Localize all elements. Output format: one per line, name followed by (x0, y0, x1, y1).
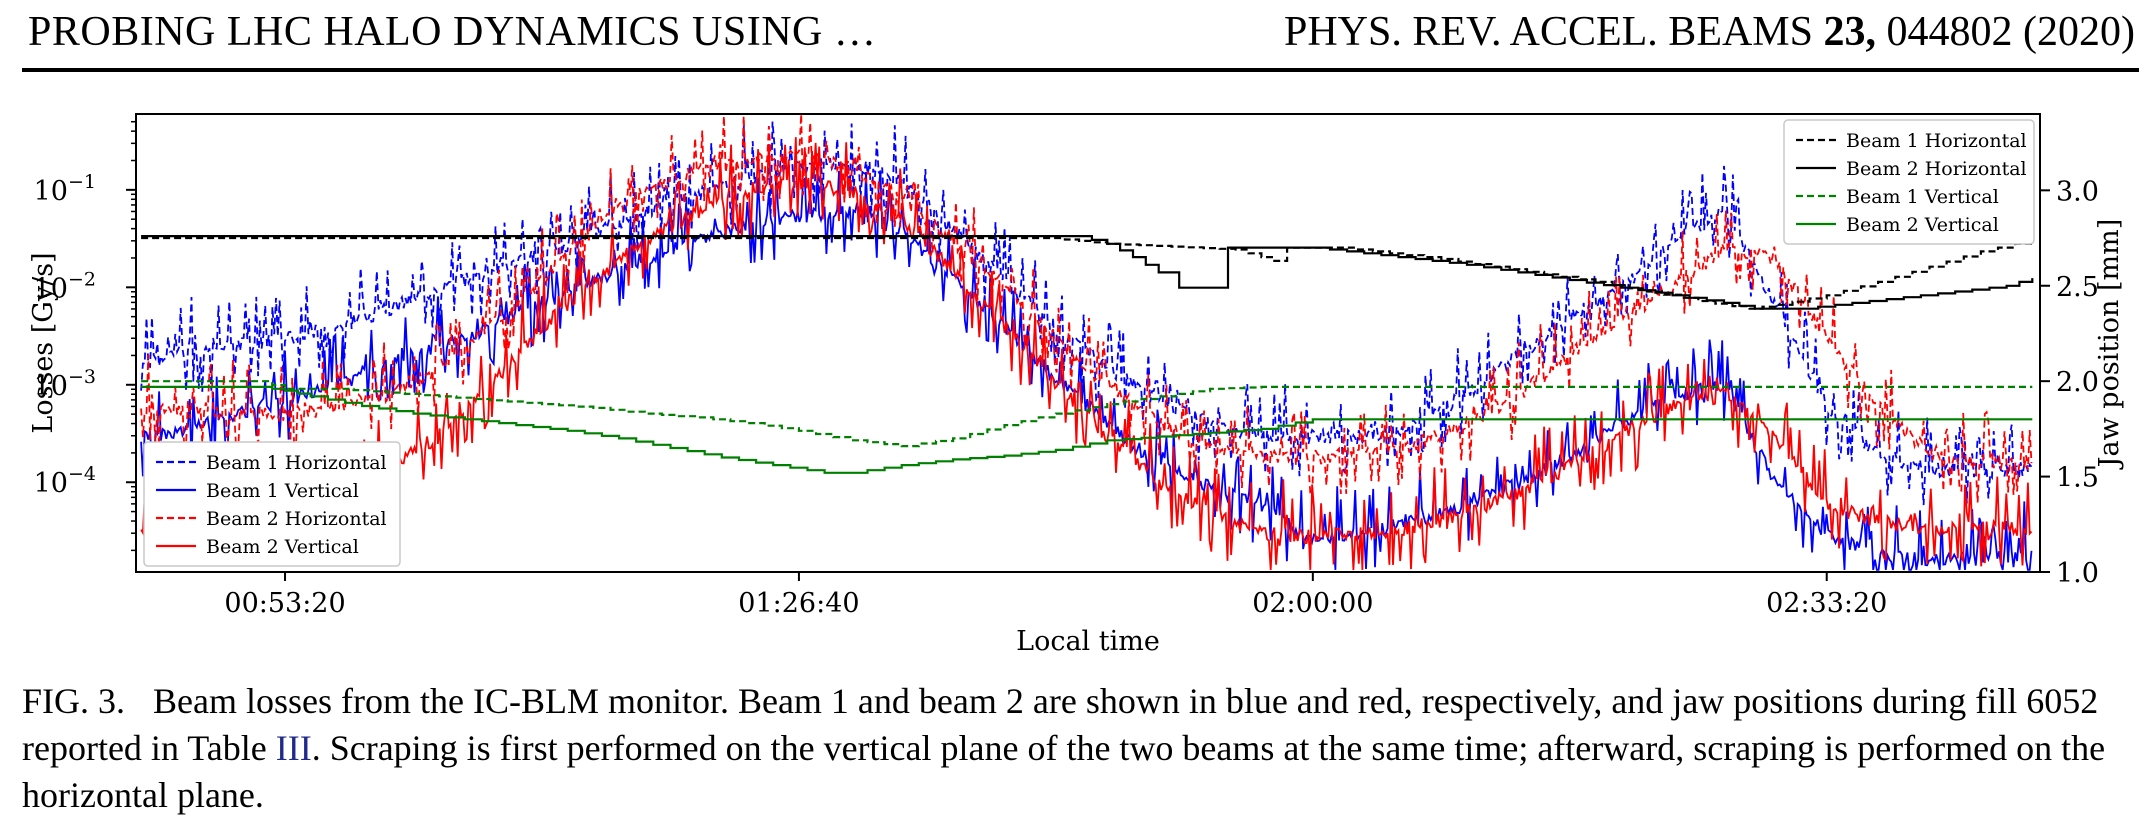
y-left-tick-exponent: −1 (68, 171, 96, 193)
y-left-tick-exponent: −2 (68, 268, 96, 290)
legend-losses-entry: Beam 1 Horizontal (206, 452, 387, 474)
x-tick-label-1: 01:26:40 (738, 588, 859, 619)
jaw-line-beam-1-horizontal (141, 236, 2034, 310)
legend-losses-frame (143, 441, 401, 567)
legend-jaws-entry: Beam 1 Vertical (1846, 186, 1999, 208)
losses-figure: 00:53:20 01:26:40 02:00:00 02:33:20 Local ti… (28, 113, 2125, 657)
x-tick-label-2: 02:00:00 (1252, 588, 1373, 619)
y-right-tick-label-4: 3.0 (2056, 176, 2099, 207)
table-reference-link[interactable]: III (275, 728, 312, 768)
figure-caption: FIG. 3. Beam losses from the IC-BLM monit… (22, 678, 2137, 819)
y-right-tick-label-0: 1.0 (2056, 558, 2099, 589)
legend-jaws-frame (1783, 119, 2035, 245)
legend-jaws-entry: Beam 2 Horizontal (1846, 158, 2027, 180)
y-left-tick-label-2: 10−2 (34, 268, 96, 304)
plot-area (140, 114, 2034, 571)
x-axis-label: Local time (1016, 626, 1160, 657)
journal-volume: 23, (1823, 9, 1877, 55)
journal-citation: PHYS. REV. ACCEL. BEAMS 23, 044802 (2020… (1284, 8, 2135, 56)
legend-jaws-entry: Beam 2 Vertical (1846, 214, 1999, 236)
loss-line-beam-2-horizontal (140, 114, 2033, 503)
journal-name: PHYS. REV. ACCEL. BEAMS (1283, 9, 1814, 55)
legend-jaws: Beam 1 Horizontal Beam 2 Horizontal Beam 1… (1783, 119, 2035, 245)
x-tick-label-0: 00:53:20 (224, 588, 345, 619)
jaw-line-beam-2-horizontal (141, 235, 2034, 310)
y-left-axis-label: Losses [Gy/s] (28, 252, 59, 433)
page-header: PROBING LHC HALO DYNAMICS USING … PHYS. … (22, 0, 2139, 66)
article-number: 044802 (2020) (1886, 9, 2135, 55)
legend-losses-entry: Beam 2 Vertical (206, 536, 359, 558)
legend-losses-entry: Beam 2 Horizontal (206, 508, 387, 530)
legend-losses: Beam 1 Horizontal Beam 1 Vertical Beam 2 H… (143, 441, 401, 567)
y-right-tick-label-1: 1.5 (2056, 463, 2099, 494)
y-right-tick-label-3: 2.5 (2056, 272, 2099, 303)
jaw-line-beam-2-vertical (141, 385, 2033, 474)
y-left-tick-exponent: −4 (68, 463, 96, 485)
loss-line-beam-2-vertical (140, 137, 2033, 570)
caption-text-1: Beam losses from the IC-BLM monitor. Bea… (22, 681, 2099, 768)
x-tick-label-3: 02:33:20 (1766, 588, 1887, 619)
running-title: PROBING LHC HALO DYNAMICS USING … (28, 9, 877, 55)
y-left-tick-exponent: −3 (68, 366, 96, 388)
y-left-tick-label-0: 10−4 (34, 463, 96, 499)
caption-text-2: . Scraping is first performed on the ver… (22, 728, 2106, 815)
legend-losses-entry: Beam 1 Vertical (206, 480, 359, 502)
jaw-line-beam-1-vertical (141, 380, 2033, 448)
y-right-tick-label-2: 2.0 (2056, 367, 2099, 398)
y-right-axis-label: Jaw position [mm] (2094, 219, 2125, 471)
header-rule (22, 68, 2139, 72)
figure-label: FIG. 3. (22, 681, 126, 721)
plot-frame (135, 113, 2041, 573)
y-left-tick-label-3: 10−1 (34, 171, 96, 207)
legend-jaws-entry: Beam 1 Horizontal (1846, 130, 2027, 152)
y-left-tick-label-1: 10−3 (34, 366, 96, 402)
